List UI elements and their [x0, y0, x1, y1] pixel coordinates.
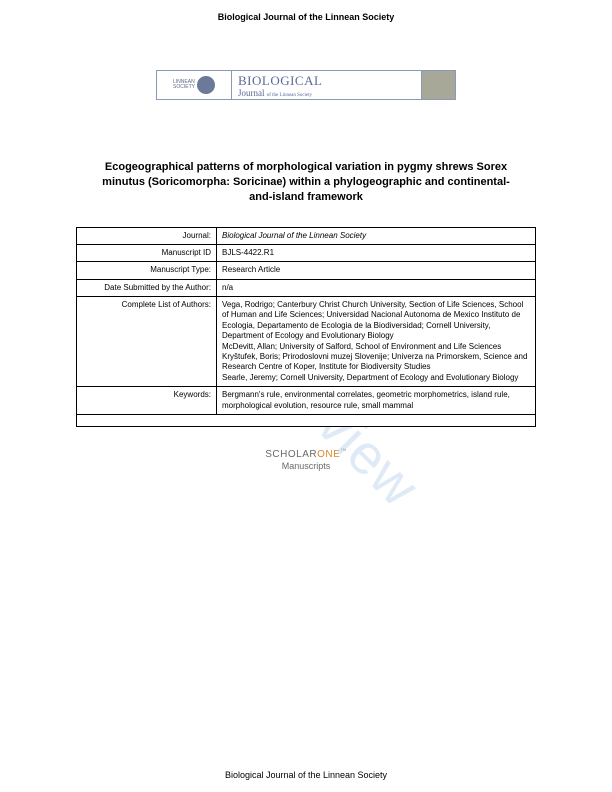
- metadata-tbody: Journal:Biological Journal of the Linnea…: [77, 227, 536, 426]
- scholar-prefix: SCHOLAR: [265, 449, 317, 460]
- page-footer: Biological Journal of the Linnean Societ…: [0, 770, 612, 780]
- footer-text: Biological Journal of the Linnean Societ…: [225, 770, 387, 780]
- metadata-label: Date Submitted by the Author:: [77, 279, 217, 296]
- emblem-icon: [197, 76, 215, 94]
- scholar-brand: SCHOLARONE™ Manuscripts: [0, 449, 612, 473]
- table-row: Keywords:Bergmann's rule, environmental …: [77, 387, 536, 415]
- table-row: Journal:Biological Journal of the Linnea…: [77, 227, 536, 244]
- table-row: Date Submitted by the Author:n/a: [77, 279, 536, 296]
- metadata-label: Manuscript Type:: [77, 262, 217, 279]
- banner-title-block: BIOLOGICAL Journal of the Linnean Societ…: [232, 73, 421, 98]
- banner-society-line2: SOCIETY: [173, 84, 195, 90]
- metadata-value: n/a: [217, 279, 536, 296]
- metadata-value: Bergmann's rule, environmental correlate…: [217, 387, 536, 415]
- blank-cell: [77, 415, 536, 427]
- metadata-value: Biological Journal of the Linnean Societ…: [217, 227, 536, 244]
- journal-banner: LINNEAN SOCIETY BIOLOGICAL Journal of th…: [156, 70, 456, 100]
- banner-title-sub-main: Journal: [238, 88, 265, 98]
- table-row: Manuscript Type:Research Article: [77, 262, 536, 279]
- metadata-value: Vega, Rodrigo; Canterbury Christ Church …: [217, 297, 536, 387]
- banner-society-text: LINNEAN SOCIETY: [173, 80, 195, 90]
- scholar-tm: ™: [340, 449, 347, 455]
- metadata-value: BJLS-4422.R1: [217, 244, 536, 261]
- scholar-brand-line: SCHOLARONE™: [265, 449, 347, 460]
- banner-title-sub-small: of the Linnean Society: [267, 93, 312, 98]
- table-row-blank: [77, 415, 536, 427]
- table-row: Manuscript IDBJLS-4422.R1: [77, 244, 536, 261]
- metadata-label: Manuscript ID: [77, 244, 217, 261]
- metadata-table: Journal:Biological Journal of the Linnea…: [76, 227, 536, 427]
- journal-name-header: Biological Journal of the Linnean Societ…: [218, 12, 395, 22]
- scholar-sub: Manuscripts: [282, 461, 331, 471]
- banner-society-block: LINNEAN SOCIETY: [157, 71, 232, 99]
- metadata-label: Journal:: [77, 227, 217, 244]
- banner-title-sub: Journal of the Linnean Society: [238, 88, 421, 98]
- metadata-label: Keywords:: [77, 387, 217, 415]
- article-title: Ecogeographical patterns of morphologica…: [101, 160, 511, 205]
- scholar-suffix: ONE: [317, 449, 340, 460]
- table-row: Complete List of Authors:Vega, Rodrigo; …: [77, 297, 536, 387]
- banner-title-big: BIOLOGICAL: [238, 73, 421, 89]
- metadata-value: Research Article: [217, 262, 536, 279]
- page-header: Biological Journal of the Linnean Societ…: [0, 0, 612, 22]
- banner-right-panel: [421, 71, 455, 99]
- metadata-label: Complete List of Authors:: [77, 297, 217, 387]
